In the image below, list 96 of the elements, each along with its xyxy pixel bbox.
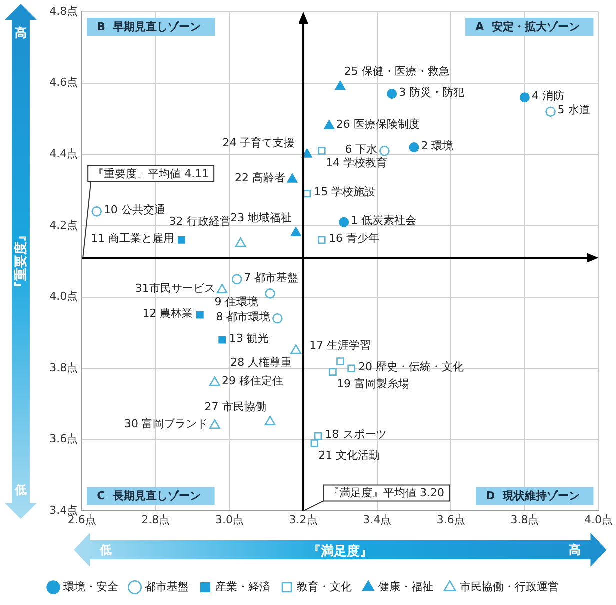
y-tick-label: 3.4点	[50, 504, 78, 518]
x-tick-label: 3.4点	[363, 514, 392, 527]
x-tick-label: 2.8点	[142, 514, 170, 527]
y-tick-label: 4.6点	[50, 76, 78, 90]
point	[348, 364, 356, 372]
y-tick-label: 4.8点	[50, 4, 78, 18]
annotation: 3 防災・防犯	[399, 86, 465, 99]
point	[210, 376, 220, 386]
annotation: 29 移住定住	[222, 374, 284, 388]
x-tick-label: 3.6点	[436, 514, 466, 527]
point	[264, 416, 276, 426]
point	[196, 311, 204, 319]
point	[318, 236, 326, 244]
text: 高	[15, 26, 27, 40]
point	[210, 419, 220, 430]
y-axis-title: 『重要度』	[13, 229, 30, 294]
legend-label: 産業・経済	[216, 580, 270, 594]
annotation: 10 公共交通	[104, 204, 166, 217]
ref-line-label: 『重要度』平均値 4.11	[93, 167, 210, 180]
point	[387, 89, 398, 100]
point	[318, 147, 326, 155]
annotation: A 安定・拡大ゾーン	[476, 20, 580, 34]
annotation: 5 水道	[558, 104, 590, 117]
ref-line-label: 『満足度』平均値 3.20	[328, 486, 445, 500]
x-tick-label: 3.8点	[510, 514, 540, 527]
text: 高	[568, 543, 581, 557]
point	[290, 227, 302, 236]
y-tick-label: 4.0点	[50, 290, 78, 304]
point	[520, 92, 530, 103]
y-tick-label: 4.4点	[50, 147, 78, 160]
legend-label: 市民協働・行政運営	[460, 580, 559, 594]
annotation: 31市民サービス	[135, 282, 216, 295]
annotation: 18 スポーツ	[325, 428, 387, 442]
point	[324, 120, 335, 130]
annotation: 4 消防	[532, 89, 564, 102]
annotation: 16 青少年	[328, 232, 380, 246]
annotation: 26 医療保険制度	[336, 118, 420, 131]
point	[290, 344, 302, 354]
annotation: 30 富岡ブランド	[124, 417, 208, 430]
x-tick-label: 3.0点	[215, 514, 244, 527]
annotation: D 現状維持ゾーン	[486, 490, 580, 503]
point	[339, 217, 350, 228]
annotation: 2 環境	[421, 139, 454, 152]
annotation: 21 文化活動	[318, 448, 380, 462]
point	[287, 174, 298, 183]
point	[218, 336, 226, 344]
annotation: 20 歴史・伝統・文化	[358, 360, 464, 374]
annotation: 1 低炭素社会	[351, 214, 417, 228]
point	[235, 238, 246, 248]
annotation: C 長期見直しゾーン	[97, 490, 201, 503]
annotation: 11 商工業と雇用	[91, 232, 175, 246]
legend-label: 教育・文化	[297, 580, 352, 594]
annotation: 19 富岡製糸場	[337, 377, 410, 390]
annotation: 22 高齢者	[234, 171, 286, 184]
annotation: B 早期見直しゾーン	[97, 20, 202, 34]
annotation: 14 学校教育	[326, 156, 388, 170]
point	[216, 284, 228, 294]
annotation: 8 都市環境	[216, 310, 271, 324]
annotation: 12 農林業	[142, 306, 194, 320]
point	[546, 106, 556, 117]
y-tick-label: 4.2点	[50, 218, 78, 232]
point	[329, 368, 337, 376]
annotation: 24 子育て支援	[222, 136, 296, 150]
point	[92, 206, 102, 217]
annotation: 13 観光	[229, 332, 269, 345]
point	[272, 314, 283, 324]
y-tick-label: 3.8点	[50, 361, 78, 374]
point	[409, 142, 420, 152]
annotation: 27 市民協働	[204, 400, 266, 414]
point	[178, 236, 186, 244]
point	[265, 288, 276, 299]
annotation: 25 保健・医療・救急	[344, 65, 450, 78]
legend-label: 環境・安全	[64, 580, 118, 594]
text: 低	[100, 543, 112, 557]
annotation: 15 学校施設	[314, 186, 376, 199]
legend-label: 都市基盤	[145, 580, 189, 594]
y-tick-label: 3.6点	[50, 432, 78, 446]
annotation: 17 生涯学習	[310, 338, 372, 352]
point	[336, 358, 344, 366]
annotation: 32 行政経営	[169, 215, 231, 228]
point	[335, 80, 346, 90]
point	[302, 148, 312, 158]
annotation: 28 人権尊重	[230, 356, 292, 370]
annotation: 6 下水	[345, 142, 378, 156]
legend-label: 健康・福祉	[378, 580, 434, 594]
x-tick-label: 3.2点	[289, 514, 318, 527]
point	[232, 274, 242, 285]
point	[310, 440, 318, 448]
annotation: 7 都市基盤	[244, 271, 299, 284]
point	[314, 432, 322, 440]
x-axis-title: 『満足度』	[308, 544, 373, 560]
text: 低	[15, 483, 27, 498]
annotation: 23 地域福祉	[230, 211, 292, 224]
x-tick-label: 4.0点	[584, 514, 614, 527]
point	[380, 146, 390, 156]
annotation: 9 住環境	[214, 296, 258, 309]
